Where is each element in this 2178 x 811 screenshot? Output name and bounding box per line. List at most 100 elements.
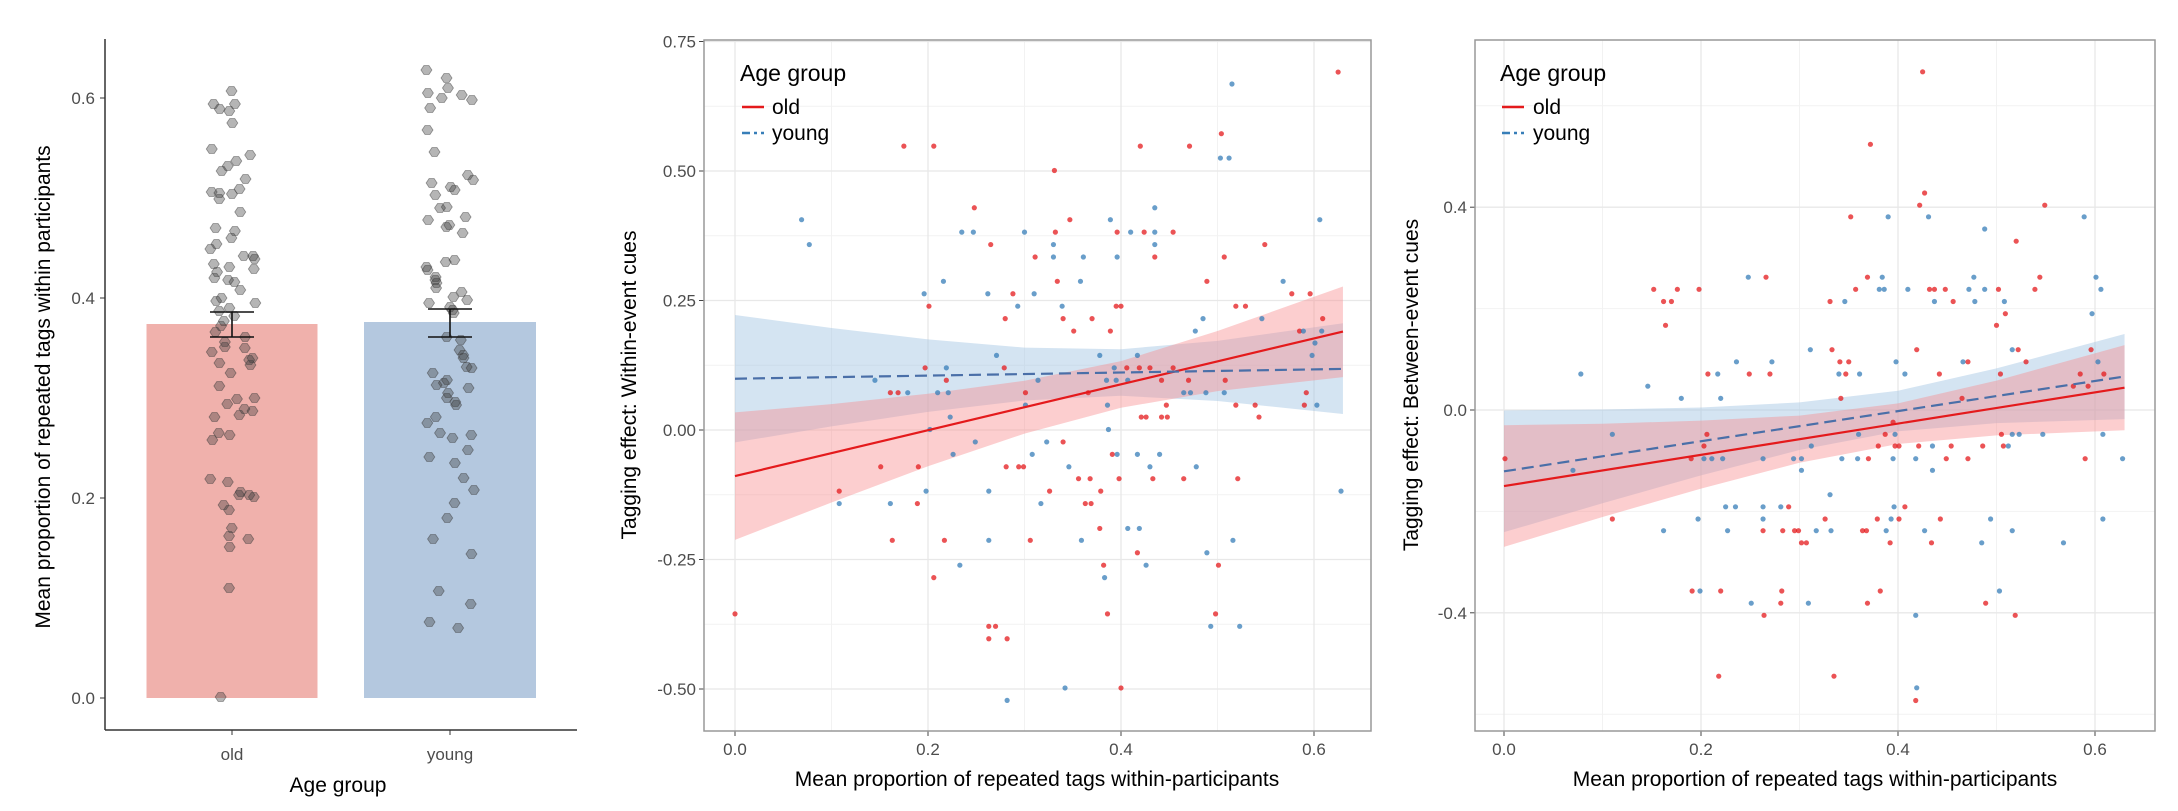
data-point-young [1660, 528, 1667, 534]
data-point-young [1062, 685, 1068, 691]
y-tick-label: 0.0 [71, 689, 95, 708]
data-point-young [2040, 431, 2046, 437]
jitter-point-old [208, 273, 221, 283]
data-point-old [1054, 278, 1060, 284]
jitter-point-young [461, 445, 474, 455]
data-point-young [2009, 528, 2015, 534]
data-point-young [1929, 467, 1936, 473]
jitter-point-old [225, 189, 238, 199]
data-point-young [1570, 467, 1576, 473]
data-point-old [914, 500, 920, 507]
x-tick-label: 0.0 [723, 740, 747, 759]
data-point-old [931, 575, 937, 581]
data-point-old [1067, 217, 1073, 223]
data-point-old [1185, 377, 1192, 383]
jitter-point-young [465, 363, 478, 373]
data-point-old [1186, 143, 1193, 149]
jitter-point-old [233, 410, 246, 420]
jitter-point-old [243, 355, 256, 365]
data-point-old [1242, 303, 1249, 309]
data-point-old [1829, 347, 1835, 353]
data-point-young [1104, 402, 1111, 408]
data-point-old [1088, 500, 1094, 507]
data-point-young [1709, 456, 1715, 462]
y-tick-label: -0.4 [1438, 604, 1467, 623]
data-point-young [1701, 456, 1707, 462]
jitter-point-young [457, 353, 470, 363]
data-point-young [1203, 390, 1209, 396]
data-point-young [1914, 685, 1920, 691]
data-point-old [1141, 229, 1147, 235]
data-point-young [1760, 456, 1766, 462]
data-point-young [887, 500, 893, 507]
jitter-point-young [439, 257, 452, 267]
regression-line-old [1503, 386, 2125, 488]
data-point-old [2023, 359, 2029, 365]
data-point-young [1839, 456, 1845, 462]
jitter-point-old [221, 477, 234, 487]
jitter-point-old [233, 490, 246, 500]
data-point-old [1087, 476, 1093, 482]
jitter-point-old [249, 298, 262, 308]
data-point-old [1143, 414, 1149, 420]
data-point-young [1982, 286, 1988, 292]
data-point-old [1262, 241, 1268, 248]
data-point-young [947, 414, 953, 420]
data-point-old [1170, 229, 1176, 235]
data-point-old [1668, 298, 1675, 305]
data-point-young [2016, 431, 2022, 437]
data-point-old [1104, 611, 1111, 617]
y-tick-label: -0.25 [657, 551, 696, 570]
jitter-point-young [448, 458, 461, 468]
data-point-young [806, 241, 812, 248]
data-point-old [922, 365, 928, 371]
data-point-young [1808, 443, 1814, 449]
jitter-point-young [425, 178, 438, 188]
data-point-young [1805, 600, 1811, 606]
data-point-young [2060, 540, 2067, 546]
jitter-point-old [211, 267, 224, 277]
data-point-young [1855, 456, 1861, 462]
data-point-old [1071, 328, 1077, 334]
jitter-point-young [421, 265, 434, 275]
jitter-point-old [207, 259, 220, 269]
data-point-young [1745, 274, 1751, 280]
data-point-young [2093, 274, 2099, 280]
data-point-young [943, 365, 949, 371]
jitter-point-old [214, 692, 227, 702]
jitter-point-old [213, 358, 226, 368]
data-point-young [1913, 612, 1919, 618]
jitter-point-old [222, 275, 235, 285]
data-point-old [1046, 488, 1053, 494]
data-point-young [905, 390, 911, 396]
data-point-young [986, 537, 992, 543]
jitter-point-old [224, 368, 237, 378]
data-point-young [1230, 537, 1236, 543]
y-tick-label: 0.0 [1443, 401, 1467, 420]
data-point-old [1865, 456, 1872, 462]
jitter-point-old [228, 277, 241, 287]
jitter-point-young [440, 73, 453, 83]
jitter-point-young [421, 88, 434, 98]
jitter-point-young [448, 498, 461, 508]
data-point-young [1960, 359, 1966, 365]
data-point-old [986, 636, 992, 642]
data-point-young [1720, 456, 1726, 462]
data-point-young [1114, 451, 1120, 457]
data-point-old [1163, 402, 1169, 408]
jitter-point-old [234, 285, 247, 295]
jitter-point-old [208, 412, 221, 422]
x-tick-label: 0.6 [2083, 740, 2107, 759]
data-point-old [1859, 528, 1866, 534]
data-point-old [1252, 402, 1258, 408]
data-point-old [988, 241, 994, 248]
data-point-young [1931, 298, 1938, 305]
jitter-point-young [459, 212, 472, 222]
data-point-old [1997, 371, 2004, 377]
jitter-point-old [215, 166, 228, 176]
data-point-young [985, 291, 991, 297]
data-point-old [1763, 274, 1769, 280]
jitter-point-young [430, 283, 443, 293]
data-point-young [1181, 390, 1187, 396]
data-point-young [1050, 254, 1057, 260]
